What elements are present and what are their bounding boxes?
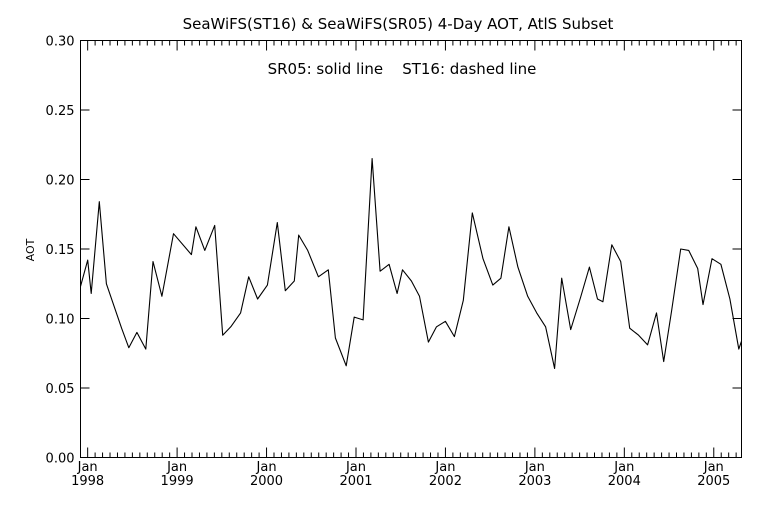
series-line-solid [80, 158, 742, 370]
y-tick-label: 0.00 [46, 452, 75, 467]
x-tick-year-label: 2004 [608, 474, 641, 489]
y-axis-ticks: 0.00 0.05 0.10 0.15 0.20 0.25 0.30 [46, 35, 742, 467]
x-tick-month-label: Jan [524, 460, 545, 475]
x-tick-year-label: 1999 [161, 474, 194, 489]
x-tick-month-label: Jan [613, 460, 634, 475]
chart-title: SeaWiFS(ST16) & SeaWiFS(SR05) 4-Day AOT,… [183, 15, 614, 33]
x-tick-year-label: 1998 [71, 474, 104, 489]
x-tick-month-label: Jan [703, 460, 724, 475]
x-tick-year-label: 2000 [250, 474, 283, 489]
y-tick-label: 0.25 [46, 104, 75, 119]
x-tick-year-label: 2003 [518, 474, 551, 489]
x-axis-ticks: Jan1998Jan1999Jan2000Jan2001Jan2002Jan20… [71, 40, 737, 489]
series-layer [80, 158, 742, 370]
plot-frame [80, 40, 742, 458]
x-tick-year-label: 2005 [697, 474, 730, 489]
x-tick-month-label: Jan [345, 460, 366, 475]
y-tick-label: 0.10 [46, 313, 75, 328]
x-tick-year-label: 2002 [429, 474, 462, 489]
x-tick-month-label: Jan [77, 460, 98, 475]
y-tick-label: 0.15 [46, 243, 75, 258]
line-style-annotation: SR05: solid line ST16: dashed line [268, 60, 537, 78]
y-tick-label: 0.20 [46, 174, 75, 189]
x-tick-month-label: Jan [256, 460, 277, 475]
x-tick-month-label: Jan [166, 460, 187, 475]
y-tick-label: 0.05 [46, 382, 75, 397]
x-tick-month-label: Jan [434, 460, 455, 475]
y-tick-label: 0.30 [46, 35, 75, 50]
x-tick-year-label: 2001 [339, 474, 372, 489]
y-axis-label: AOT [24, 238, 37, 261]
